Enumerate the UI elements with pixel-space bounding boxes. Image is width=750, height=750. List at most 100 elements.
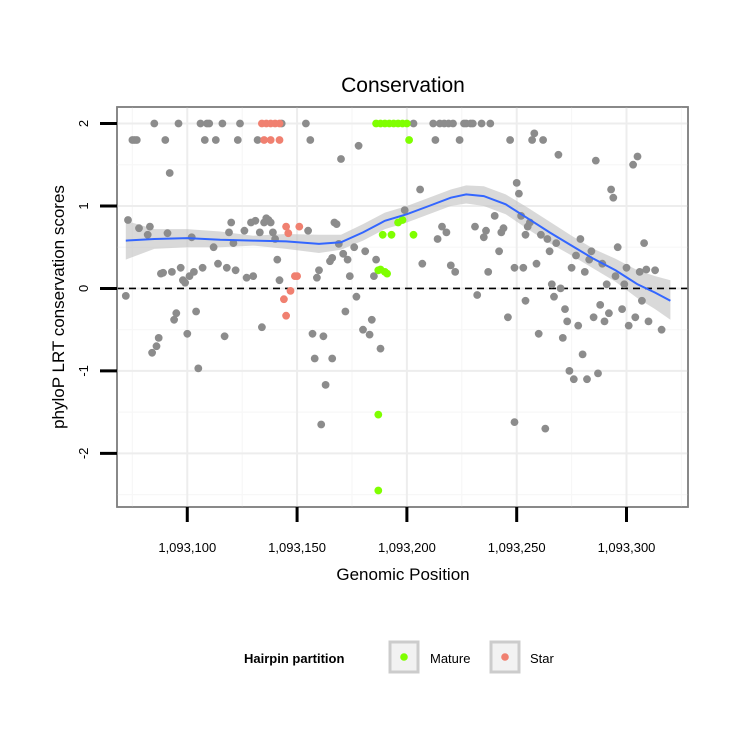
- point-other: [253, 136, 262, 144]
- point-other: [367, 315, 376, 324]
- point-other: [302, 119, 310, 128]
- point-other: [306, 136, 315, 144]
- point-other: [442, 228, 451, 237]
- point-other: [607, 185, 615, 194]
- point-other: [198, 263, 207, 272]
- point-other: [583, 375, 591, 384]
- point-other: [266, 218, 275, 227]
- point-other: [624, 321, 633, 330]
- point-star: [275, 136, 284, 144]
- point-other: [328, 254, 337, 262]
- point-star: [295, 222, 304, 231]
- point-other: [361, 247, 370, 256]
- point-other: [359, 325, 367, 334]
- point-other: [376, 344, 385, 353]
- point-other: [304, 226, 312, 235]
- point-other: [251, 216, 260, 225]
- point-other: [190, 268, 198, 276]
- plot-panel: [116, 106, 689, 508]
- point-star: [286, 287, 295, 295]
- point-other: [490, 212, 499, 220]
- point-other: [556, 284, 565, 293]
- point-mature: [378, 230, 387, 239]
- point-mature: [383, 269, 391, 278]
- point-other: [352, 292, 361, 301]
- smooth-line: [125, 193, 671, 302]
- point-other: [438, 222, 446, 231]
- point-mature: [409, 230, 418, 239]
- point-other: [596, 301, 605, 309]
- point-other: [631, 313, 640, 322]
- point-other: [321, 381, 330, 389]
- legend-label-star: Star: [530, 651, 555, 666]
- point-other: [594, 369, 602, 378]
- point-other: [455, 136, 464, 144]
- point-other: [543, 235, 552, 243]
- point-other: [482, 226, 490, 235]
- point-other: [602, 280, 611, 289]
- point-other: [545, 247, 554, 256]
- point-other: [332, 220, 341, 229]
- point-other: [657, 325, 666, 334]
- point-other: [506, 136, 514, 144]
- x-tick-label: 1,093,150: [268, 540, 326, 555]
- point-other: [319, 332, 328, 341]
- point-other: [315, 266, 323, 275]
- point-other: [231, 266, 240, 275]
- point-other: [196, 119, 205, 128]
- point-other: [605, 309, 613, 318]
- point-other: [205, 119, 214, 128]
- point-other: [176, 263, 185, 272]
- point-other: [589, 313, 598, 322]
- point-star: [282, 222, 290, 231]
- point-other: [558, 334, 567, 342]
- plot-border: [116, 106, 689, 508]
- point-other: [313, 273, 321, 282]
- point-other: [429, 119, 438, 128]
- point-mature: [405, 136, 413, 144]
- point-star: [280, 295, 288, 304]
- y-tick-label: 2: [76, 120, 91, 127]
- point-other: [225, 228, 233, 237]
- point-other: [552, 239, 561, 248]
- point-other: [372, 255, 380, 264]
- point-other: [194, 364, 203, 373]
- point-other: [269, 228, 277, 237]
- point-other: [165, 169, 174, 177]
- point-star: [275, 119, 284, 128]
- chart-title: Conservation: [341, 74, 465, 97]
- confidence-band: [125, 185, 671, 320]
- point-other: [211, 136, 220, 144]
- point-other: [242, 273, 251, 282]
- point-other: [565, 367, 574, 375]
- point-other: [651, 266, 659, 275]
- point-other: [418, 259, 427, 268]
- point-other: [499, 224, 508, 233]
- point-other: [611, 272, 620, 280]
- x-tick-label: 1,093,100: [158, 540, 216, 555]
- y-axis-title: phyloP LRT conservation scores: [49, 185, 68, 429]
- point-other: [554, 150, 563, 159]
- point-other: [521, 230, 530, 239]
- point-star: [266, 136, 275, 144]
- legend: Hairpin partition Mature Star: [244, 640, 555, 674]
- point-other: [409, 119, 418, 128]
- point-other: [310, 354, 319, 363]
- point-other: [600, 317, 609, 326]
- point-other: [609, 193, 618, 202]
- x-axis: 1,093,100 1,093,150 1,093,200 1,093,250 1,09…: [158, 507, 655, 555]
- point-other: [510, 418, 519, 426]
- point-other: [471, 222, 479, 231]
- point-other: [168, 268, 176, 276]
- point-other: [534, 329, 543, 338]
- point-other: [121, 292, 130, 300]
- point-other: [222, 263, 231, 272]
- point-other: [587, 247, 596, 256]
- point-other: [479, 233, 488, 242]
- point-other: [255, 228, 264, 237]
- smooth-band: [125, 185, 671, 320]
- x-axis-title: Genomic Position: [336, 565, 469, 584]
- point-other: [449, 119, 457, 128]
- point-other: [510, 263, 519, 272]
